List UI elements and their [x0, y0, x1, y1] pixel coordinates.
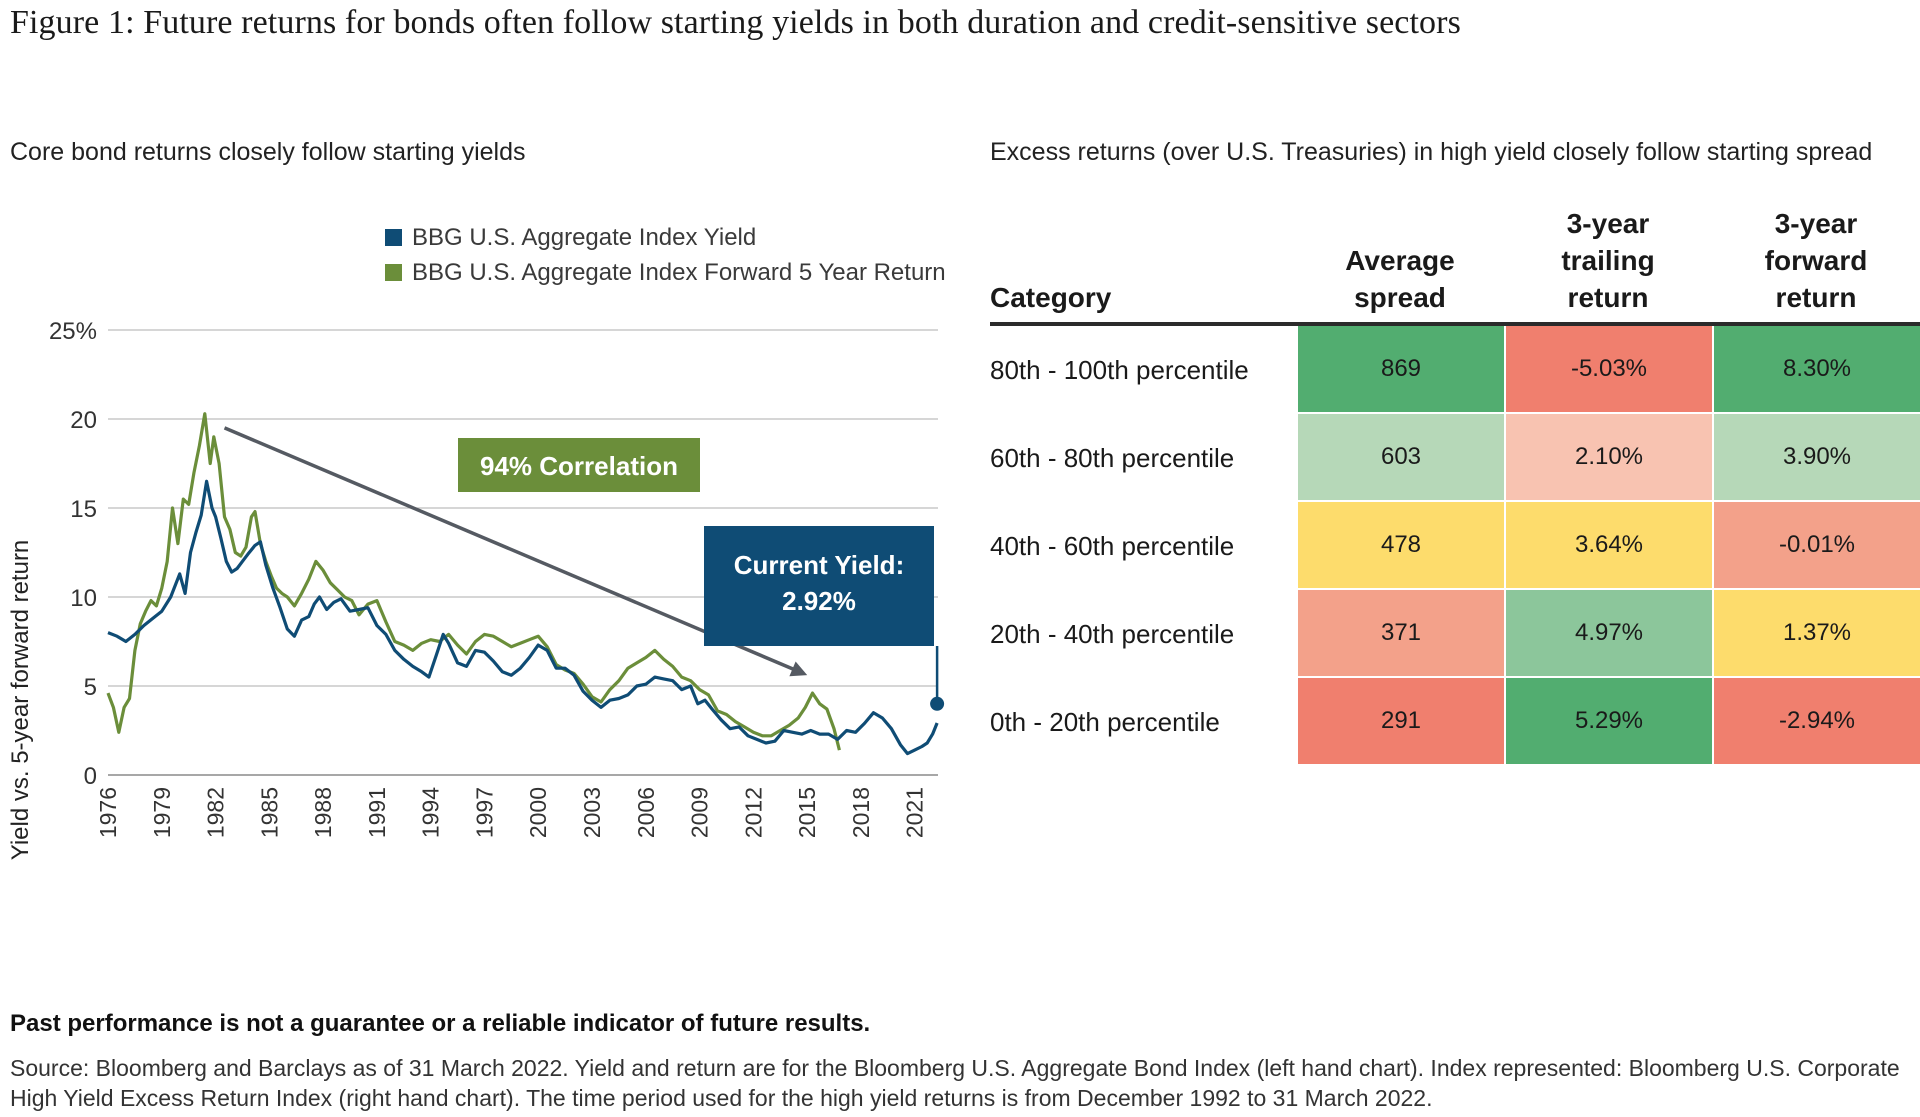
legend-item-return: BBG U.S. Aggregate Index Forward 5 Year … — [385, 255, 946, 290]
x-tick-labels: 1976 1979 1982 1985 1988 1991 1994 1997 2000 2003… — [95, 787, 928, 838]
figure-title: Figure 1: Future returns for bonds often… — [10, 4, 1461, 41]
cell-forward: 3.90% — [1712, 414, 1920, 502]
performance-disclaimer: Past performance is not a guarantee or a… — [10, 1010, 871, 1037]
cell-trailing: 4.97% — [1504, 590, 1712, 678]
trend-arrow-head — [789, 661, 808, 677]
y-tick-label: 0 — [84, 763, 97, 790]
header-category: Category — [990, 205, 1296, 326]
x-tick-label: 2006 — [633, 787, 659, 838]
x-tick-label: 2009 — [687, 787, 713, 838]
y-tick-label: 10 — [70, 585, 97, 612]
y-axis-label: Yield vs. 5-year forward return — [7, 540, 34, 860]
x-tick-label: 1997 — [471, 787, 497, 838]
forward-return-series-line — [106, 412, 841, 751]
source-note: Source: Bloomberg and Barclays as of 31 … — [10, 1055, 1900, 1111]
cell-spread: 603 — [1296, 414, 1504, 502]
x-tick-label: 2003 — [579, 787, 605, 838]
x-tick-label: 1976 — [95, 787, 121, 838]
table-header-row: Category Average spread 3-year trailing ret… — [990, 205, 1920, 326]
table-row: 20th - 40th percentile 371 4.97% 1.37% — [990, 590, 1920, 678]
right-panel-title: Excess returns (over U.S. Treasuries) in… — [990, 138, 1873, 166]
table-row: 60th - 80th percentile 603 2.10% 3.90% — [990, 414, 1920, 502]
cell-forward: -0.01% — [1712, 502, 1920, 590]
row-category: 40th - 60th percentile — [990, 502, 1296, 590]
current-yield-value: 2.92% — [782, 586, 856, 616]
x-tick-label: 1991 — [364, 787, 390, 838]
legend-label-yield: BBG U.S. Aggregate Index Yield — [412, 223, 757, 251]
legend-label-return: BBG U.S. Aggregate Index Forward 5 Year … — [412, 258, 946, 286]
table-row: 80th - 100th percentile 869 -5.03% 8.30% — [990, 326, 1920, 414]
x-tick-label: 2012 — [740, 787, 766, 838]
current-yield-label: Current Yield: — [734, 550, 904, 580]
legend-swatch-return — [385, 264, 402, 281]
yield-return-line-chart: 0 5 10 15 20 25% 1976 1979 1982 1985 1988 1991 1994… — [7, 318, 945, 860]
x-tick-label: 2018 — [848, 787, 874, 838]
row-category: 80th - 100th percentile — [990, 326, 1296, 414]
y-tick-labels: 0 5 10 15 20 25% — [49, 318, 97, 790]
y-tick-label: 20 — [70, 407, 97, 434]
cell-spread: 371 — [1296, 590, 1504, 678]
y-tick-label: 15 — [70, 496, 97, 523]
current-yield-point — [930, 696, 945, 711]
cell-spread: 478 — [1296, 502, 1504, 590]
header-average-spread: Average spread — [1296, 205, 1504, 326]
x-tick-label: 1988 — [310, 787, 336, 838]
x-tick-label: 1994 — [418, 787, 444, 838]
row-category: 0th - 20th percentile — [990, 678, 1296, 766]
cell-forward: 1.37% — [1712, 590, 1920, 678]
table-row: 0th - 20th percentile 291 5.29% -2.94% — [990, 678, 1920, 766]
cell-trailing: 2.10% — [1504, 414, 1712, 502]
yield-series-line — [107, 479, 939, 756]
cell-trailing: 5.29% — [1504, 678, 1712, 766]
x-tick-label: 1985 — [256, 787, 282, 838]
cell-spread: 291 — [1296, 678, 1504, 766]
cell-trailing: -5.03% — [1504, 326, 1712, 414]
left-panel-title: Core bond returns closely follow startin… — [10, 138, 526, 166]
cell-forward: 8.30% — [1712, 326, 1920, 414]
high-yield-spread-table: Category Average spread 3-year trailing ret… — [990, 205, 1920, 766]
x-tick-label: 1979 — [149, 787, 175, 838]
legend-item-yield: BBG U.S. Aggregate Index Yield — [385, 220, 946, 255]
correlation-box — [458, 438, 700, 492]
cell-trailing: 3.64% — [1504, 502, 1712, 590]
chart-legend: BBG U.S. Aggregate Index Yield BBG U.S. … — [385, 220, 946, 290]
row-category: 20th - 40th percentile — [990, 590, 1296, 678]
series-layer — [106, 412, 939, 756]
grid-layer — [108, 329, 938, 776]
y-tick-label: 5 — [84, 674, 97, 701]
row-category: 60th - 80th percentile — [990, 414, 1296, 502]
current-yield-box — [704, 526, 934, 646]
y-tick-label: 25% — [49, 318, 97, 345]
x-tick-label: 2000 — [525, 787, 551, 838]
header-forward-return: 3-year forward return — [1712, 205, 1920, 326]
header-trailing-return: 3-year trailing return — [1504, 205, 1712, 326]
cell-spread: 869 — [1296, 326, 1504, 414]
cell-forward: -2.94% — [1712, 678, 1920, 766]
x-tick-label: 1982 — [203, 787, 229, 838]
x-tick-label: 2021 — [902, 787, 928, 838]
table-row: 40th - 60th percentile 478 3.64% -0.01% — [990, 502, 1920, 590]
x-tick-label: 2015 — [794, 787, 820, 838]
legend-swatch-yield — [385, 229, 402, 246]
annotation-layer: 94% Correlation Current Yield: 2.92% — [223, 426, 945, 711]
correlation-label: 94% Correlation — [480, 451, 678, 481]
